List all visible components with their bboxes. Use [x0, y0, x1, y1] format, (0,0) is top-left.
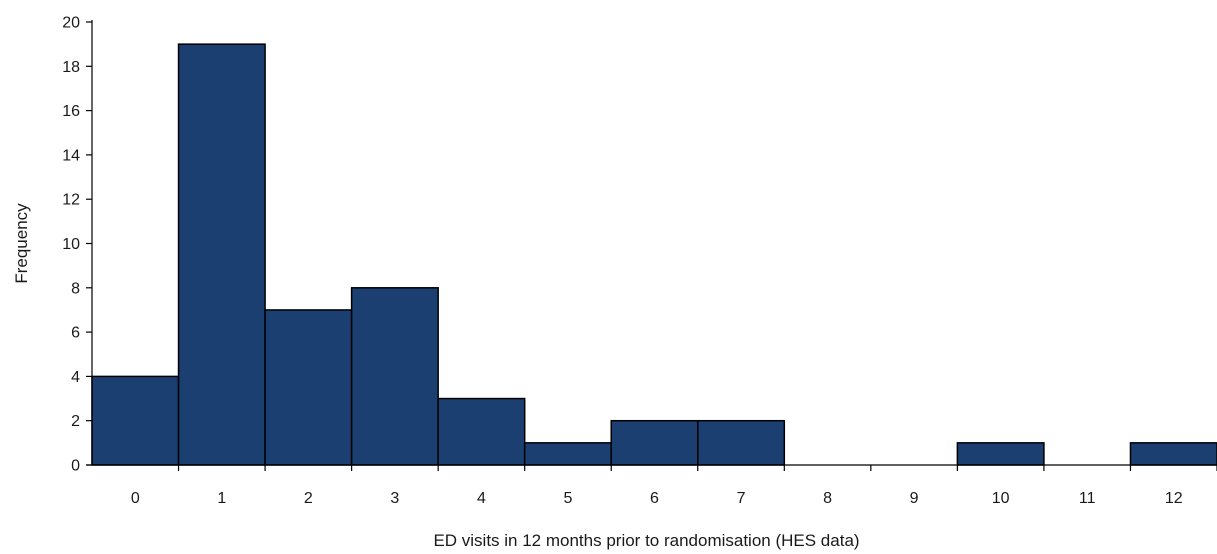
- x-tick-label: 7: [737, 490, 746, 507]
- x-tick-label: 8: [823, 490, 832, 507]
- x-axis-ticks: 0 1 2 3 4 5 6 7 8 9 10 11 12: [131, 465, 1217, 507]
- y-tick-label: 10: [62, 236, 80, 253]
- y-tick-label: 18: [62, 59, 80, 76]
- bar-10: [957, 443, 1044, 465]
- x-tick-label: 5: [564, 490, 573, 507]
- x-tick-label: 2: [304, 490, 313, 507]
- bar-6: [611, 421, 698, 465]
- x-tick-label: 12: [1165, 490, 1183, 507]
- bar-3: [352, 288, 439, 465]
- x-tick-label: 1: [217, 490, 226, 507]
- y-tick-label: 16: [62, 103, 80, 120]
- x-tick-label: 9: [910, 490, 919, 507]
- y-tick-label: 12: [62, 192, 80, 209]
- y-tick-label: 20: [62, 15, 80, 32]
- y-tick-label: 2: [71, 413, 80, 430]
- x-axis-title: ED visits in 12 months prior to randomis…: [433, 531, 859, 550]
- y-tick-label: 4: [71, 369, 80, 386]
- x-tick-label: 4: [477, 490, 486, 507]
- x-tick-label: 0: [131, 490, 140, 507]
- y-tick-label: 6: [71, 325, 80, 342]
- x-tick-label: 3: [390, 490, 399, 507]
- y-tick-label: 8: [71, 280, 80, 297]
- bar-1: [179, 44, 266, 465]
- y-tick-label: 0: [71, 458, 80, 475]
- x-tick-label: 6: [650, 490, 659, 507]
- bar-7: [698, 421, 785, 465]
- bar-4: [438, 399, 525, 465]
- bar-2: [265, 310, 352, 465]
- x-tick-label: 11: [1079, 490, 1096, 507]
- y-tick-label: 14: [62, 147, 80, 164]
- bar-0: [92, 376, 179, 465]
- bar-5: [525, 443, 612, 465]
- y-axis-ticks: 0 2 4 6 8 10 12 14 16 18 20: [62, 15, 92, 475]
- x-tick-label: 10: [992, 490, 1010, 507]
- y-axis-title: Frequency: [12, 203, 31, 284]
- bar-12: [1130, 443, 1217, 465]
- bars-group: [92, 44, 1217, 465]
